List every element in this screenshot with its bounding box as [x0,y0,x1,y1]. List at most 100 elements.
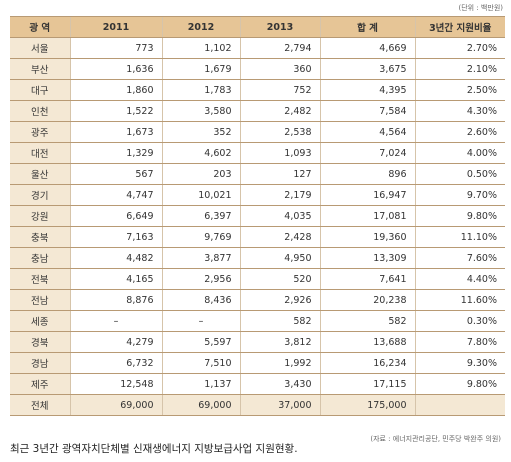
table-row: 충남 4,482 3,877 4,950 13,309 7.60% [10,247,505,269]
value-cell: 4,035 [239,205,320,227]
value-cell: 9.70% [414,184,505,206]
value-cell: 69,000 [69,394,162,416]
value-cell: 7,510 [161,352,240,374]
region-cell: 부산 [10,58,70,80]
value-cell: 7,584 [319,100,415,122]
value-cell: 2.10% [414,58,505,80]
header-cell: 광 역 [10,16,70,38]
value-cell: 4,564 [319,121,415,143]
value-cell: 4,482 [69,247,162,269]
source-note: (자료 : 에너지관리공단, 민주당 박완주 의원) [370,435,501,443]
table-row: 대구 1,860 1,783 752 4,395 2.50% [10,79,505,101]
region-cell: 강원 [10,205,70,227]
value-cell: 8,436 [161,289,240,311]
value-cell: 7,163 [69,226,162,248]
value-cell: 7.60% [414,247,505,269]
region-cell: 전남 [10,289,70,311]
header-cell: 2012 [161,16,240,38]
header-cell: 2011 [69,16,162,38]
value-cell: 1,137 [161,373,240,395]
value-cell: 4,279 [69,331,162,353]
value-cell: 2,428 [239,226,320,248]
value-cell: 1,860 [69,79,162,101]
value-cell: 69,000 [161,394,240,416]
value-cell: 4.30% [414,100,505,122]
value-cell: 3,812 [239,331,320,353]
region-cell: 경남 [10,352,70,374]
header-cell: 2013 [239,16,320,38]
region-cell: 경북 [10,331,70,353]
value-cell: 0.30% [414,310,505,332]
value-cell: 6,397 [161,205,240,227]
region-cell: 전북 [10,268,70,290]
table-row: 부산 1,636 1,679 360 3,675 2.10% [10,58,505,80]
value-cell: 1,673 [69,121,162,143]
value-cell: 37,000 [239,394,320,416]
value-cell: 2,179 [239,184,320,206]
value-cell: 0.50% [414,163,505,185]
region-cell: 충북 [10,226,70,248]
table-row: 대전 1,329 4,602 1,093 7,024 4.00% [10,142,505,164]
table-row: 전남 8,876 8,436 2,926 20,238 11.60% [10,289,505,311]
unit-note: (단위 : 백만원) [458,4,503,12]
table-row: 경기 4,747 10,021 2,179 16,947 9.70% [10,184,505,206]
value-cell: 360 [239,58,320,80]
value-cell: 2,926 [239,289,320,311]
value-cell: 6,649 [69,205,162,227]
value-cell: 175,000 [319,394,415,416]
value-cell: – [69,310,162,332]
region-cell: 울산 [10,163,70,185]
value-cell: 1,093 [239,142,320,164]
table-row: 인천 1,522 3,580 2,482 7,584 4.30% [10,100,505,122]
value-cell: 3,430 [239,373,320,395]
value-cell: 13,309 [319,247,415,269]
region-cell: 인천 [10,100,70,122]
table-row: 경북 4,279 5,597 3,812 13,688 7.80% [10,331,505,353]
value-cell: 4,602 [161,142,240,164]
value-cell: 2.70% [414,37,505,59]
region-cell: 세종 [10,310,70,332]
header-cell: 3년간 지원비율 [414,16,505,38]
value-cell: 4.00% [414,142,505,164]
value-cell: 4,747 [69,184,162,206]
value-cell: 13,688 [319,331,415,353]
table-row: 전북 4,165 2,956 520 7,641 4.40% [10,268,505,290]
value-cell: 9,769 [161,226,240,248]
caption: 최근 3년간 광역자치단체별 신재생에너지 지방보급사업 지원현황. [10,443,298,455]
value-cell: 7,024 [319,142,415,164]
value-cell: 7.80% [414,331,505,353]
table-row: 강원 6,649 6,397 4,035 17,081 9.80% [10,205,505,227]
value-cell: 1,783 [161,79,240,101]
table-row: 세종 – –582 582 0.30% [10,310,505,332]
value-cell: 3,877 [161,247,240,269]
value-cell: 773 [69,37,162,59]
value-cell: 17,081 [319,205,415,227]
data-table: 광 역 2011 2012 2013 합 계 3년간 지원비율 서울 773 1,102 2,7… [10,16,505,416]
table-row: 제주 12,548 1,137 3,430 17,115 9.80% [10,373,505,395]
value-cell: 9.80% [414,205,505,227]
value-cell: 9.30% [414,352,505,374]
table-row: 경남 6,732 7,510 1,992 16,234 9.30% [10,352,505,374]
value-cell: 582 [319,310,415,332]
header-cell: 합 계 [319,16,415,38]
table-row: 충북 7,163 9,769 2,428 19,360 11.10% [10,226,505,248]
value-cell: 5,597 [161,331,240,353]
value-cell: 4.40% [414,268,505,290]
value-cell: 567 [69,163,162,185]
value-cell: 2.50% [414,79,505,101]
value-cell: 4,669 [319,37,415,59]
value-cell: 1,329 [69,142,162,164]
value-cell: 1,679 [161,58,240,80]
value-cell: 127 [239,163,320,185]
region-cell: 대구 [10,79,70,101]
value-cell: 1,102 [161,37,240,59]
value-cell: 9.80% [414,373,505,395]
value-cell: 752 [239,79,320,101]
table-row: 울산 567 203 127 896 0.50% [10,163,505,185]
region-cell: 제주 [10,373,70,395]
value-cell: 17,115 [319,373,415,395]
value-cell: 19,360 [319,226,415,248]
empty-cell [414,394,505,416]
value-cell: 2,538 [239,121,320,143]
